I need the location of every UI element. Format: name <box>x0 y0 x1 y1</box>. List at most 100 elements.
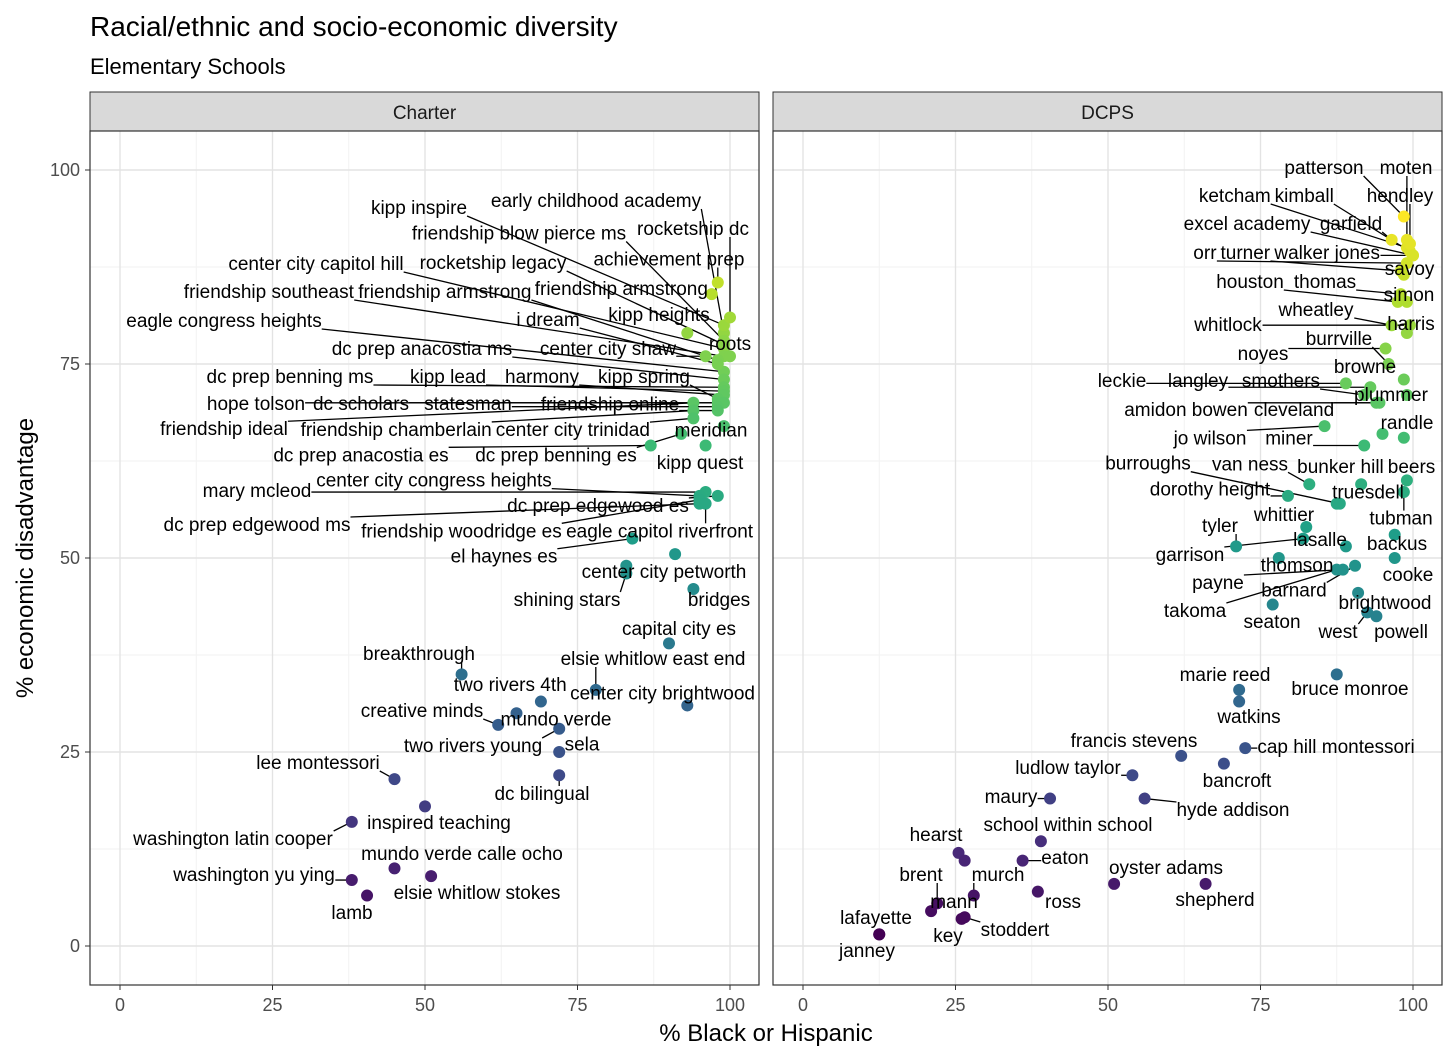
data-point <box>669 548 682 561</box>
point-label: center city shaw <box>540 339 676 360</box>
data-point <box>345 815 358 828</box>
point-label: shepherd <box>1175 890 1254 911</box>
data-point <box>388 862 401 875</box>
facet-strip-label: Charter <box>393 103 457 124</box>
data-point <box>1175 749 1188 762</box>
y-axis-label: % economic disadvantage <box>12 418 39 698</box>
point-label: friendship chamberlain <box>301 420 492 441</box>
point-label: whittier <box>1253 505 1315 526</box>
leader-line <box>1226 569 1337 604</box>
data-point <box>1300 520 1313 533</box>
point-label: tubman <box>1369 509 1432 530</box>
data-point <box>705 288 718 301</box>
data-point <box>1318 420 1331 433</box>
leader-line <box>1243 568 1343 576</box>
data-point <box>1199 877 1212 890</box>
point-label: plummer <box>1354 385 1429 406</box>
point-label: dc prep benning es <box>475 445 637 466</box>
point-label: hearst <box>910 825 964 846</box>
point-label: brent <box>899 865 943 886</box>
leader-line <box>1354 317 1392 326</box>
point-label: truesdell <box>1332 483 1404 504</box>
data-point <box>589 683 602 696</box>
point-label: van ness <box>1212 454 1288 475</box>
point-label: mundo verde calle ocho <box>361 844 563 865</box>
point-labels: early childhood academy kipp inspire frien… <box>126 191 755 924</box>
facet-strip <box>772 91 1443 132</box>
data-point <box>711 276 724 289</box>
point-label: dc prep edgewood es <box>507 496 689 517</box>
leader-line <box>466 215 725 326</box>
data-point <box>724 311 736 324</box>
data-point <box>699 497 712 510</box>
gridlines <box>90 131 759 985</box>
leader-line <box>636 433 682 449</box>
data-point <box>1400 474 1413 487</box>
point-label: dc prep anacostia ms <box>332 339 513 360</box>
data-point <box>1397 268 1410 281</box>
point-label: brightwood <box>1339 593 1432 614</box>
data-point <box>1239 742 1252 755</box>
point-label: key <box>933 926 963 947</box>
panel-border <box>89 130 760 986</box>
data-point <box>1349 559 1362 572</box>
point-label: dc prep benning ms <box>207 367 374 388</box>
point-label: thomson <box>1261 555 1334 576</box>
data-point <box>1388 552 1401 564</box>
data-point <box>1339 540 1352 553</box>
data-point <box>1108 877 1121 890</box>
point-label: leckie <box>1098 371 1147 392</box>
data-point <box>553 722 566 735</box>
data-point <box>1400 295 1413 308</box>
data-point <box>1266 598 1279 611</box>
panel-dcps: DCPS 0 25 50 75 100 patterson moten ketcham kimba… <box>772 91 1443 1015</box>
data-point <box>1230 540 1243 553</box>
data-point <box>620 567 633 580</box>
leader-line <box>557 537 633 550</box>
point-label: ross <box>1045 892 1081 913</box>
point-label: kipp quest <box>657 453 744 474</box>
point-label: cap hill montessori <box>1257 737 1414 758</box>
data-point <box>1034 835 1047 848</box>
data-point <box>1330 563 1343 576</box>
leader-line <box>1283 289 1398 303</box>
point-label: hendley <box>1367 186 1434 207</box>
data-point <box>1400 389 1413 402</box>
point-label: orr <box>1193 243 1217 264</box>
data-point <box>1297 532 1310 545</box>
point-label: francis stevens <box>1071 731 1198 752</box>
leader-line <box>1216 260 1407 264</box>
point-label: turner <box>1220 243 1270 264</box>
data-point <box>717 338 730 351</box>
point-label: bancroft <box>1203 771 1272 792</box>
data-point <box>1397 486 1410 499</box>
data-point <box>1303 478 1316 491</box>
y-tick-label: 25 <box>60 742 80 762</box>
chart-title: Racial/ethnic and socio-economic diversi… <box>90 11 618 42</box>
point-label: moten <box>1380 158 1433 179</box>
data-point <box>925 905 938 918</box>
data-point <box>958 911 971 924</box>
x-tick-label: 75 <box>1250 995 1270 1015</box>
point-label: center city brightwood <box>570 683 755 704</box>
panel-charter: Charter 0 25 50 75 100 0 25 50 75 100 early childho… <box>50 91 760 1015</box>
point-label: watkins <box>1216 707 1280 728</box>
point-label: elsie whitlow stokes <box>394 883 561 904</box>
point-label: center city petworth <box>582 562 747 583</box>
leader-line <box>287 402 694 422</box>
leader-line <box>579 327 718 365</box>
point-label: ketcham <box>1199 186 1271 207</box>
point-label: powell <box>1374 622 1428 643</box>
leader-line <box>551 487 700 497</box>
point-label: lamb <box>331 903 372 924</box>
point-label: kipp lead <box>410 367 486 388</box>
point-label: washington latin cooper <box>132 829 333 850</box>
point-label: dc prep anacostia es <box>273 445 448 466</box>
point-label: backus <box>1367 534 1427 555</box>
point-label: i dream <box>516 310 579 331</box>
point-label: kipp inspire <box>371 198 467 219</box>
facet-strip <box>89 91 760 132</box>
point-label: patterson <box>1284 158 1363 179</box>
leader-line <box>531 299 718 361</box>
leader-line <box>579 384 724 396</box>
